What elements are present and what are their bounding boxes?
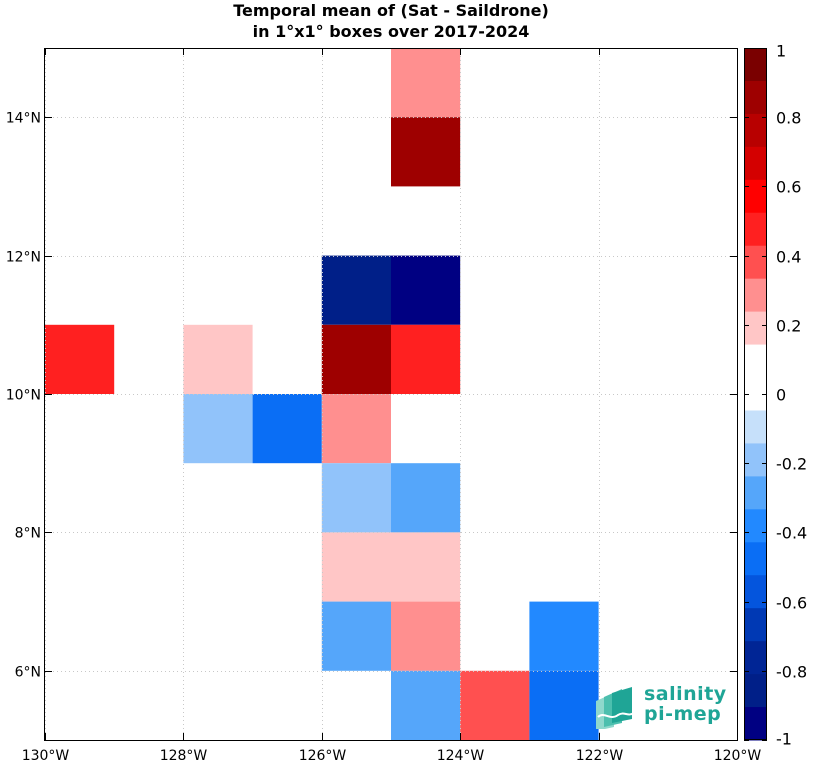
heatmap-cell <box>391 48 461 118</box>
heatmap-cell <box>391 324 461 394</box>
colorbar-bin <box>744 146 767 181</box>
colorbar-bin <box>744 641 767 675</box>
heatmap-cell <box>391 463 461 533</box>
colorbar-bin <box>744 179 767 214</box>
colorbar-bin <box>744 377 767 411</box>
y-tick-label: 10°N <box>6 388 41 404</box>
x-tick-label: 128°W <box>160 748 208 763</box>
heatmap-cell <box>45 324 115 394</box>
heatmap-cell <box>183 324 253 394</box>
colorbar-bin <box>744 707 767 741</box>
colorbar: 1 0.8 0.6 0.4 0.2 0 -0.2 -0.4 -0.6 -0.8 -1 <box>744 42 807 749</box>
logo-word-pimep: pi-mep <box>644 703 722 725</box>
heatmap-cell <box>321 532 391 602</box>
x-tick-label: 120°W <box>714 748 762 763</box>
logo-word-salinity: salinity <box>644 683 727 705</box>
colorbar-bin <box>744 113 767 148</box>
colorbar-tick-label: 0.4 <box>776 248 801 267</box>
x-tick-label: 122°W <box>576 748 624 763</box>
heatmap-cell <box>321 463 391 533</box>
colorbar-bin <box>744 476 767 510</box>
y-tick-label: 8°N <box>15 526 41 542</box>
colorbar-bin <box>744 575 767 609</box>
colorbar-tick-label: -0.2 <box>776 455 807 474</box>
colorbar-bin <box>744 80 767 115</box>
x-tick-label: 126°W <box>299 748 347 763</box>
colorbar-tick-label: 0 <box>776 386 786 405</box>
colorbar-tick-label: -0.4 <box>776 524 807 543</box>
heatmap-cell <box>321 255 391 325</box>
chart-title-line1: Temporal mean of (Sat - Saildrone) <box>233 1 549 20</box>
heatmap-cell <box>252 394 322 464</box>
colorbar-tick-label: 0.6 <box>776 178 801 197</box>
heatmap-cell <box>321 324 391 394</box>
heatmap-cell <box>391 532 461 602</box>
y-tick-label: 14°N <box>6 111 41 127</box>
chart-title: Temporal mean of (Sat - Saildrone) in 1°… <box>0 0 782 42</box>
heatmap-cells <box>45 48 599 740</box>
heatmap-cell <box>460 670 530 740</box>
x-tick-label: 130°W <box>22 748 70 763</box>
heatmap-cell <box>529 670 599 740</box>
heatmap-cell <box>321 601 391 671</box>
colorbar-bin <box>744 48 767 82</box>
colorbar-bin <box>744 245 767 280</box>
heatmap-cell <box>391 117 461 187</box>
colorbar-bin <box>744 542 767 576</box>
colorbar-tick-label: 1 <box>776 42 786 61</box>
chart-title-line2: in 1°x1° boxes over 2017-2024 <box>252 22 530 41</box>
heatmap-cell <box>391 255 461 325</box>
colorbar-bin <box>744 278 767 313</box>
colorbar-tick-label: -0.8 <box>776 663 807 682</box>
heatmap-cell <box>391 670 461 740</box>
colorbar-bin <box>744 608 767 642</box>
colorbar-tick-label: -0.6 <box>776 594 807 613</box>
colorbar-bin <box>744 443 767 477</box>
colorbar-bin <box>744 311 767 346</box>
colorbar-tick-label: -1 <box>776 730 792 749</box>
colorbar-tick-label: 0.2 <box>776 317 801 336</box>
x-tick-label: 124°W <box>437 748 485 763</box>
logo-icon <box>596 687 635 729</box>
heatmap-cell <box>529 601 599 671</box>
x-axis: 130°W 128°W 126°W 124°W 122°W 120°W <box>22 48 762 763</box>
colorbar-tick-label: 0.8 <box>776 109 801 128</box>
heatmap-cell <box>321 394 391 464</box>
y-axis: 6°N 8°N 10°N 12°N 14°N <box>6 111 737 681</box>
colorbar-bin <box>744 674 767 708</box>
y-tick-label: 12°N <box>6 250 41 266</box>
y-tick-label: 6°N <box>15 665 41 681</box>
heatmap-cell <box>183 394 253 464</box>
plot-frame <box>44 48 738 741</box>
colorbar-bin <box>744 509 767 543</box>
colorbar-bin <box>744 344 767 379</box>
colorbar-bin <box>744 410 767 444</box>
heatmap-cell <box>391 601 461 671</box>
salinity-pimep-logo: salinity pi-mep <box>594 683 727 733</box>
colorbar-bin <box>744 212 767 247</box>
